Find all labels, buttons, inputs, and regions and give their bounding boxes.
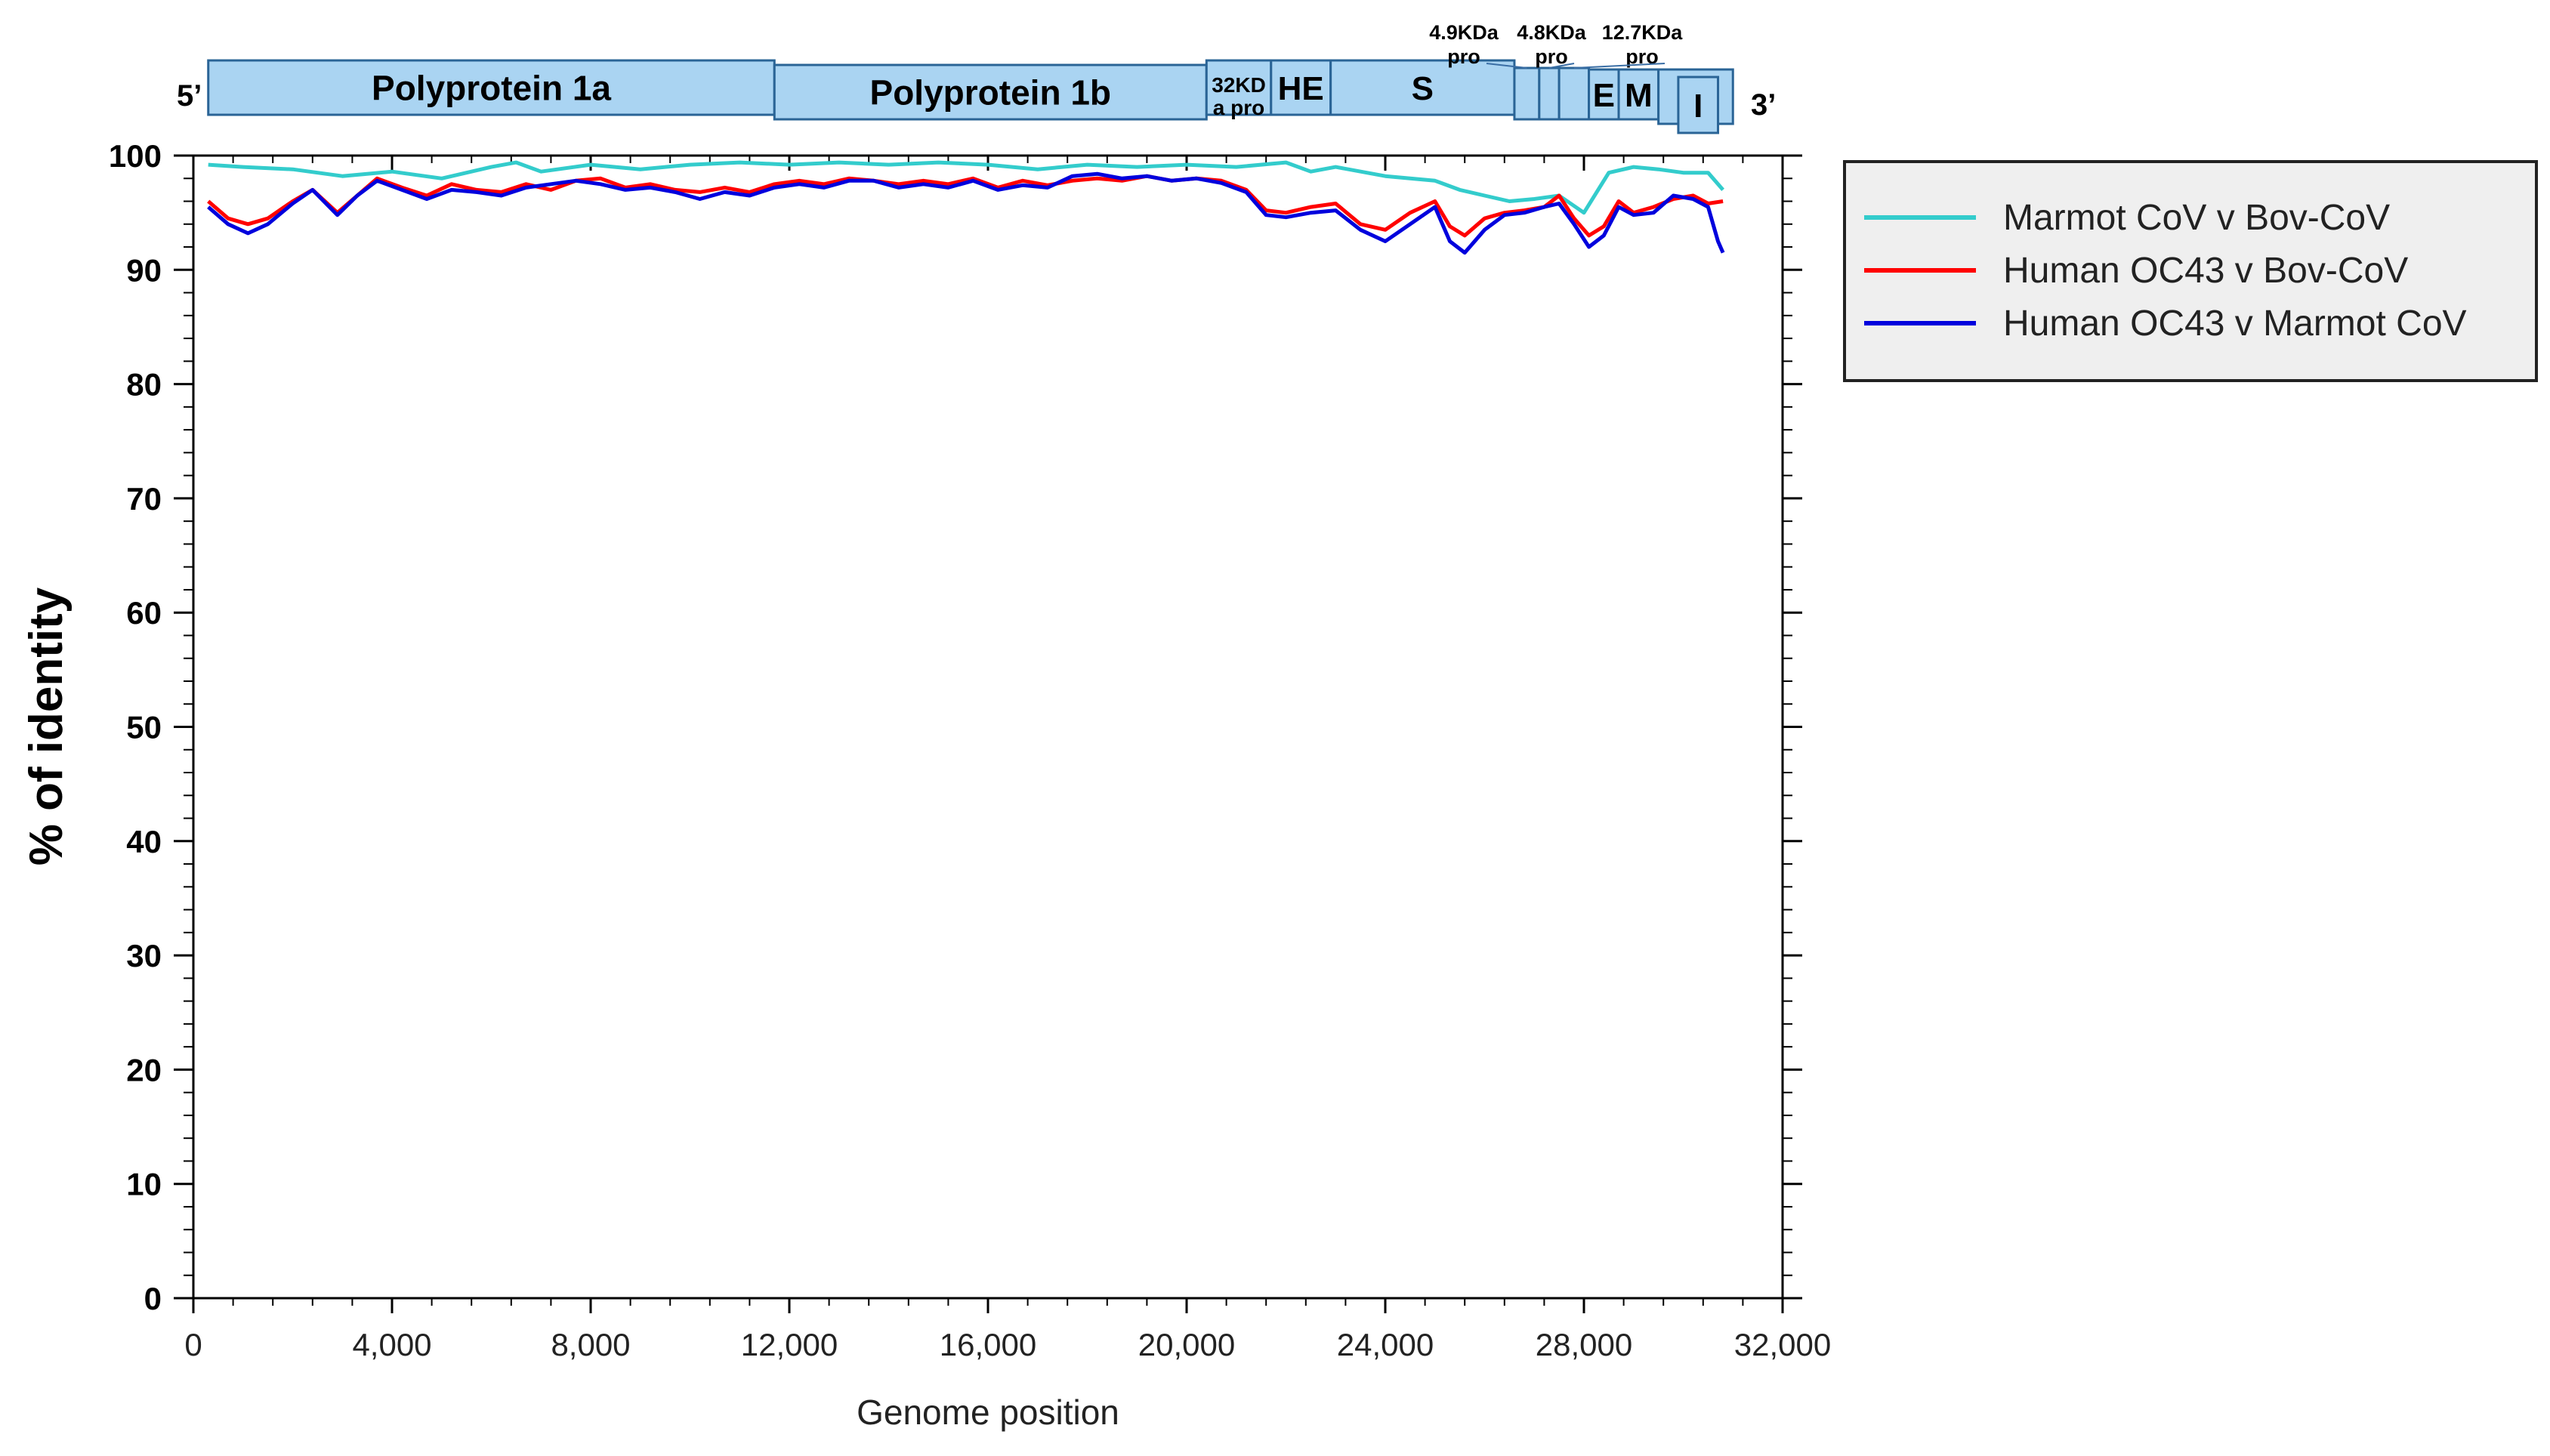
x-tick-label: 28,000: [1536, 1327, 1632, 1362]
gene-label-6: 4.9KDa pro: [1429, 21, 1499, 68]
gene-box-2: [773, 63, 1208, 121]
y-axis-label: % of identity: [20, 587, 73, 865]
gene-box-3: [1205, 59, 1273, 116]
gene-box-7: [1538, 66, 1561, 121]
gene-leader-6: [1486, 63, 1527, 69]
y-tick-label: 50: [126, 710, 162, 745]
genome-map: 5’ 3’ Polyprotein 1a Polyprotein 1b 32KD a pr…: [177, 21, 1776, 134]
series-line-2: [207, 174, 1724, 238]
gene-leader-7: [1548, 63, 1575, 69]
gene-label-1: Polyprotein 1a: [372, 69, 611, 108]
series-line-3: [207, 171, 1725, 255]
x-tick-label: 4,000: [352, 1327, 431, 1362]
y-tick-label: 100: [109, 138, 162, 174]
y-tick-label: 60: [126, 595, 162, 631]
x-tick-label: 0: [184, 1327, 202, 1362]
legend-label-1: Marmot CoV v Bov-CoV: [2003, 198, 2390, 238]
gene-label-2: Polyprotein 1b: [870, 73, 1111, 113]
x-tick-label: 12,000: [741, 1327, 838, 1362]
gene-box-10: [1617, 68, 1660, 121]
gene-label-5: S: [1412, 70, 1434, 107]
legend: Marmot CoV v Bov-CoV Human OC43 v Bov-CoV…: [1843, 160, 2538, 382]
plot-frame: [192, 154, 1784, 1300]
series-layer: [207, 160, 1725, 255]
y-tick-label: 40: [126, 824, 162, 859]
y-tick-label: 80: [126, 367, 162, 403]
legend-label-3: Human OC43 v Marmot CoV: [2003, 304, 2467, 344]
gene-label-3: 32KD a pro: [1212, 73, 1266, 119]
y-tick-label: 90: [126, 252, 162, 288]
gene-box-5: [1329, 59, 1516, 116]
gene-label-10: M: [1625, 77, 1653, 114]
gene-label-7: 4.8KDa pro: [1517, 21, 1587, 68]
gene-box-6: [1513, 66, 1541, 121]
x-tick-label: 32,000: [1734, 1327, 1831, 1362]
x-tick-label: 8,000: [551, 1327, 630, 1362]
y-axis: 0 10 20 30 40 50 60 70 80 90 100: [109, 138, 1802, 1316]
gene-label-12: I: [1693, 88, 1703, 125]
series-line-1: [208, 160, 1724, 215]
gene-leader-8: [1573, 63, 1666, 69]
y-tick-label: 70: [126, 481, 162, 517]
x-tick-label: 20,000: [1138, 1327, 1235, 1362]
gene-box-8: [1557, 66, 1591, 121]
gene-box-12: [1677, 76, 1720, 134]
plot-area: [192, 154, 1784, 1300]
five-prime-label: 5’: [177, 79, 202, 113]
gene-box-1: [207, 59, 776, 116]
x-tick-label: 16,000: [940, 1327, 1036, 1362]
y-tick-label: 0: [144, 1281, 162, 1316]
gene-label-4: HE: [1278, 70, 1324, 107]
legend-label-2: Human OC43 v Bov-CoV: [2003, 251, 2408, 291]
x-tick-label: 24,000: [1337, 1327, 1434, 1362]
x-axis-label: Genome position: [857, 1393, 1119, 1432]
gene-label-8: 12.7KDa pro: [1602, 21, 1684, 68]
y-tick-label: 30: [126, 938, 162, 973]
y-tick-label: 20: [126, 1052, 162, 1087]
gene-label-9: E: [1593, 77, 1615, 114]
three-prime-label: 3’: [1751, 88, 1776, 122]
gene-box-9: [1588, 68, 1620, 121]
y-tick-label: 10: [126, 1167, 162, 1202]
x-axis: 0 4,000 8,000 12,000 16,000 20,000 24,000 28,00…: [184, 156, 1831, 1362]
